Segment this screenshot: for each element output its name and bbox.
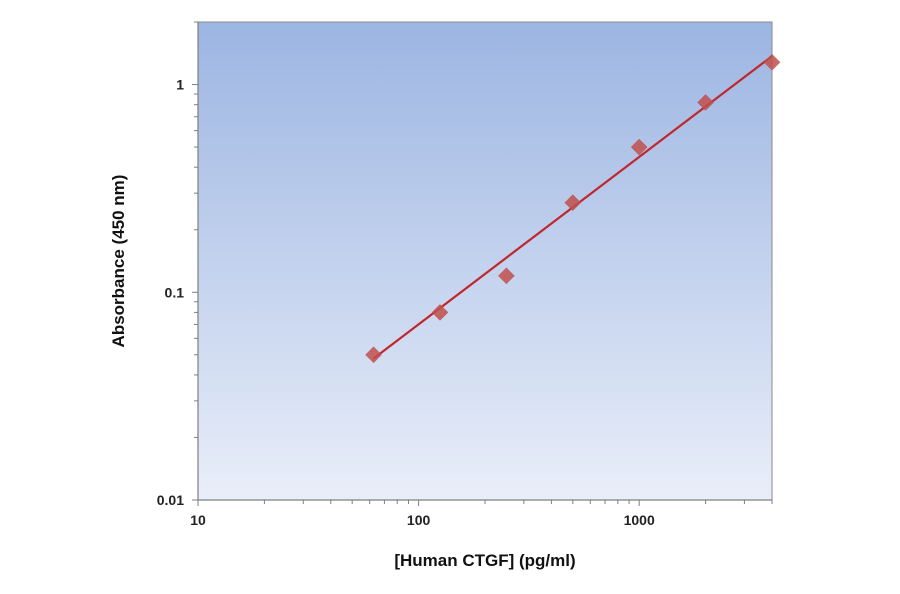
- axes: 10 100 1000 0.01 0.1 1: [157, 21, 773, 528]
- data-point-marker: [697, 94, 714, 111]
- y-axis-title: Absorbance (450 nm): [109, 175, 128, 348]
- data-points: [365, 53, 781, 364]
- y-tick-label: 0.1: [165, 284, 185, 300]
- data-point-marker: [498, 267, 515, 285]
- x-axis-title: [Human CTGF] (pg/ml): [394, 551, 575, 570]
- data-point-marker: [630, 138, 648, 156]
- data-point-marker: [564, 194, 582, 212]
- x-tick-label: 10: [190, 512, 206, 528]
- plot-area: [197, 21, 773, 501]
- x-tick-label: 100: [407, 512, 431, 528]
- data-point-marker: [431, 304, 449, 321]
- data-point-marker: [763, 53, 781, 71]
- y-tick-label: 0.01: [157, 492, 184, 508]
- y-tick-label: 1: [176, 77, 184, 93]
- data-point-marker: [365, 346, 382, 364]
- x-tick-label: 1000: [624, 512, 655, 528]
